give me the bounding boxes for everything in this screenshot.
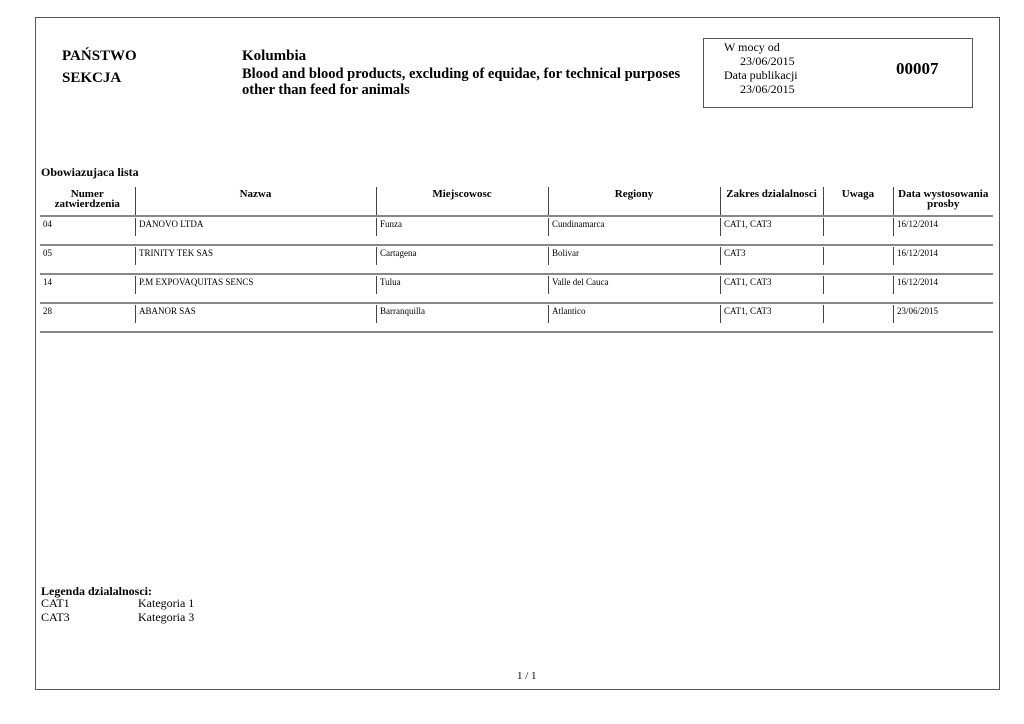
cell-text: Cundinamarca <box>548 218 717 236</box>
cell-text: DANOVO LTDA <box>135 218 373 236</box>
table-header: Numer zatwierdzenia Nazwa Miejscowosc Re… <box>40 187 993 216</box>
legend-label: Kategoria 3 <box>138 610 195 624</box>
cell-name: ABANOR SAS <box>135 303 376 333</box>
cell-text: CAT1, CAT3 <box>720 305 820 323</box>
valid-from-date: 23/06/2015 <box>740 54 795 68</box>
col-activity: Zakres dzialalnosci <box>719 187 823 216</box>
list-title: Obowiazujaca lista <box>41 165 139 179</box>
cell-activity: CAT1, CAT3 <box>720 303 823 333</box>
cell-date: 16/12/2014 <box>893 245 993 275</box>
document-number: 00007 <box>896 59 939 78</box>
legend-title: Legenda dzialalnosci: <box>41 584 153 598</box>
cell-city: Cartagena <box>376 245 548 275</box>
cell-name: TRINITY TEK SAS <box>135 245 376 275</box>
cell-text: 05 <box>43 248 52 258</box>
published-label: Data publikacji <box>724 68 798 82</box>
cell-date: 16/12/2014 <box>893 216 993 246</box>
cell-city: Barranquilla <box>376 303 548 333</box>
cell-text <box>823 276 890 294</box>
cell-text: Barranquilla <box>376 305 545 323</box>
cell-text <box>823 218 890 236</box>
page-number: 1 / 1 <box>517 670 537 682</box>
published-date: 23/06/2015 <box>740 82 795 96</box>
cell-date: 16/12/2014 <box>893 274 993 304</box>
cell-remark <box>823 303 893 333</box>
cell-text: Bolivar <box>548 247 717 265</box>
cell-text: ABANOR SAS <box>135 305 373 323</box>
table-row: 05 TRINITY TEK SAS Cartagena Bolivar CAT3 16/… <box>40 245 993 275</box>
cell-text: 28 <box>43 306 52 316</box>
cell-region: Atlantico <box>548 303 720 333</box>
cell-text: CAT1, CAT3 <box>720 276 820 294</box>
cell-region: Cundinamarca <box>548 216 720 246</box>
cell-name: DANOVO LTDA <box>135 216 376 246</box>
cell-text: 14 <box>43 277 52 287</box>
cell-text: TRINITY TEK SAS <box>135 247 373 265</box>
country-label: PAŃSTWO <box>62 48 137 64</box>
cell-text: Atlantico <box>548 305 717 323</box>
cell-city: Tulua <box>376 274 548 304</box>
cell-text: 16/12/2014 <box>893 247 990 265</box>
cell-number: 28 <box>40 303 135 333</box>
cell-region: Bolivar <box>548 245 720 275</box>
cell-text: CAT3 <box>720 247 820 265</box>
cell-name: P.M EXPOVAQUITAS SENCS <box>135 274 376 304</box>
cell-text: 23/06/2015 <box>893 305 990 323</box>
approval-table: Numer zatwierdzenia Nazwa Miejscowosc Re… <box>40 187 993 333</box>
col-name: Nazwa <box>134 187 376 216</box>
cell-remark <box>823 216 893 246</box>
cell-text: 04 <box>43 219 52 229</box>
table-row: 14 P.M EXPOVAQUITAS SENCS Tulua Valle del C… <box>40 274 993 304</box>
cell-number: 05 <box>40 245 135 275</box>
valid-from-label: W mocy od <box>724 40 780 54</box>
cell-text: Cartagena <box>376 247 545 265</box>
cell-text <box>823 247 890 265</box>
col-remark: Uwaga <box>822 187 893 216</box>
section-value: Blood and blood products, excluding of e… <box>242 66 681 98</box>
cell-remark <box>823 274 893 304</box>
cell-activity: CAT1, CAT3 <box>720 216 823 246</box>
cell-text: Valle del Cauca <box>548 276 717 294</box>
cell-text: 16/12/2014 <box>893 218 990 236</box>
col-city: Miejscowosc <box>375 187 548 216</box>
col-number: Numer zatwierdzenia <box>54 188 120 210</box>
country-value: Kolumbia <box>242 48 307 64</box>
cell-date: 23/06/2015 <box>893 303 993 333</box>
section-label: SEKCJA <box>62 70 122 86</box>
table-row: 04 DANOVO LTDA Funza Cundinamarca CAT1, CAT3… <box>40 216 993 246</box>
cell-text: Tulua <box>376 276 545 294</box>
cell-remark <box>823 245 893 275</box>
cell-text: P.M EXPOVAQUITAS SENCS <box>135 276 373 294</box>
cell-text <box>823 305 890 323</box>
cell-text: Funza <box>376 218 545 236</box>
legend-label: Kategoria 1 <box>138 596 195 610</box>
col-region: Regiony <box>547 187 720 216</box>
cell-text: 16/12/2014 <box>893 276 990 294</box>
cell-activity: CAT3 <box>720 245 823 275</box>
table-row: 28 ABANOR SAS Barranquilla Atlantico CAT1, C… <box>40 303 993 333</box>
page-frame <box>35 17 1000 690</box>
legend-code: CAT3 <box>41 610 70 624</box>
legend-code: CAT1 <box>41 596 70 610</box>
cell-number: 14 <box>40 274 135 304</box>
cell-region: Valle del Cauca <box>548 274 720 304</box>
col-date: Data wystosowania prosby <box>892 187 993 216</box>
cell-number: 04 <box>40 216 135 246</box>
cell-text: CAT1, CAT3 <box>720 218 820 236</box>
cell-activity: CAT1, CAT3 <box>720 274 823 304</box>
validity-box: W mocy od 23/06/2015 Data publikacji 23/… <box>703 38 973 108</box>
cell-city: Funza <box>376 216 548 246</box>
